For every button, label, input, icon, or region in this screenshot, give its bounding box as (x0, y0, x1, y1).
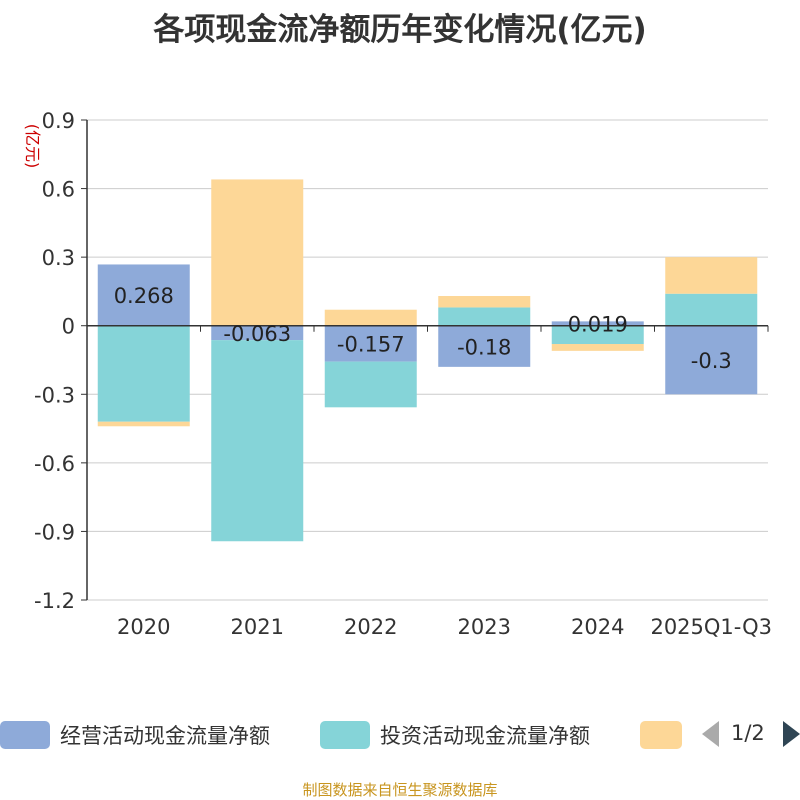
x-tick-label: 2021 (231, 615, 284, 639)
data-label: -0.3 (691, 349, 732, 373)
bar-segment-series-0 (665, 325, 758, 395)
source-note: 制图数据来自恒生聚源数据库 (302, 781, 498, 799)
bar-segment-series-2 (324, 309, 417, 326)
y-tick-label: -0.6 (34, 452, 75, 476)
legend-pager: 1/2 (700, 715, 800, 755)
bar-segment-series-0 (551, 321, 644, 326)
axes: 0.9 0.6 0.3 0 -0.3 -0.6 -0.9 -1.2 (亿元) 2020 2021 20… (23, 109, 772, 639)
y-tick-label: 0.6 (42, 178, 75, 202)
y-axis-label: (亿元) (23, 124, 42, 169)
bar-segment-series-2 (97, 421, 190, 427)
bar-segment-series-1 (97, 325, 190, 422)
triangle-right-icon[interactable] (783, 721, 800, 747)
data-label: -0.18 (457, 335, 511, 359)
y-tick-label: 0.3 (42, 246, 75, 270)
bars (97, 179, 758, 542)
bar-segment-series-1 (665, 293, 758, 326)
legend-item-operating[interactable]: 经营活动现金流量净额 (0, 715, 270, 755)
bar-segment-series-0 (211, 325, 304, 341)
y-tick-label: -1.2 (34, 589, 75, 613)
legend-label-operating: 经营活动现金流量净额 (60, 724, 270, 748)
legend-item-investing[interactable]: 投资活动现金流量净额 (320, 715, 590, 755)
chart-title: 各项现金流净额历年变化情况(亿元) (153, 12, 647, 48)
data-labels: 0.268 -0.063 -0.157 -0.18 0.019 -0.3 (114, 284, 732, 373)
x-tick-label: 2023 (458, 615, 511, 639)
bar-segment-series-1 (324, 361, 417, 408)
data-label: 0.019 (568, 313, 628, 337)
bar-segment-series-0 (438, 325, 531, 367)
y-tick-label: 0.9 (42, 109, 75, 133)
data-label: 0.268 (114, 284, 174, 308)
x-tick-label: 2020 (117, 615, 170, 639)
bar-segment-series-0 (324, 325, 417, 362)
legend-swatch-financing (640, 721, 682, 749)
legend-label-investing: 投资活动现金流量净额 (380, 724, 590, 748)
bar-segment-series-2 (665, 257, 758, 294)
x-tick-label: 2025Q1-Q3 (650, 615, 772, 639)
bar-segment-series-2 (551, 344, 644, 351)
y-tick-label: -0.9 (34, 520, 75, 544)
x-tick-label: 2024 (571, 615, 624, 639)
y-tick-label: -0.3 (34, 383, 75, 407)
data-label: -0.157 (337, 333, 405, 357)
bar-segment-series-0 (97, 264, 190, 326)
bar-segment-series-1 (438, 307, 531, 326)
legend: 经营活动现金流量净额 投资活动现金流量净额 (0, 715, 800, 755)
legend-swatch-investing (320, 721, 370, 749)
y-tick-label: 0 (62, 315, 75, 339)
bar-segment-series-2 (211, 179, 304, 326)
triangle-left-icon[interactable] (702, 721, 719, 747)
legend-swatch-operating (0, 721, 50, 749)
data-label: -0.063 (223, 322, 291, 346)
bar-segment-series-1 (551, 325, 644, 344)
legend-page-indicator: 1/2 (731, 721, 765, 745)
legend-item-financing[interactable] (640, 715, 682, 755)
bar-segment-series-1 (211, 340, 304, 542)
bar-segment-series-2 (438, 296, 531, 308)
x-tick-label: 2022 (344, 615, 397, 639)
